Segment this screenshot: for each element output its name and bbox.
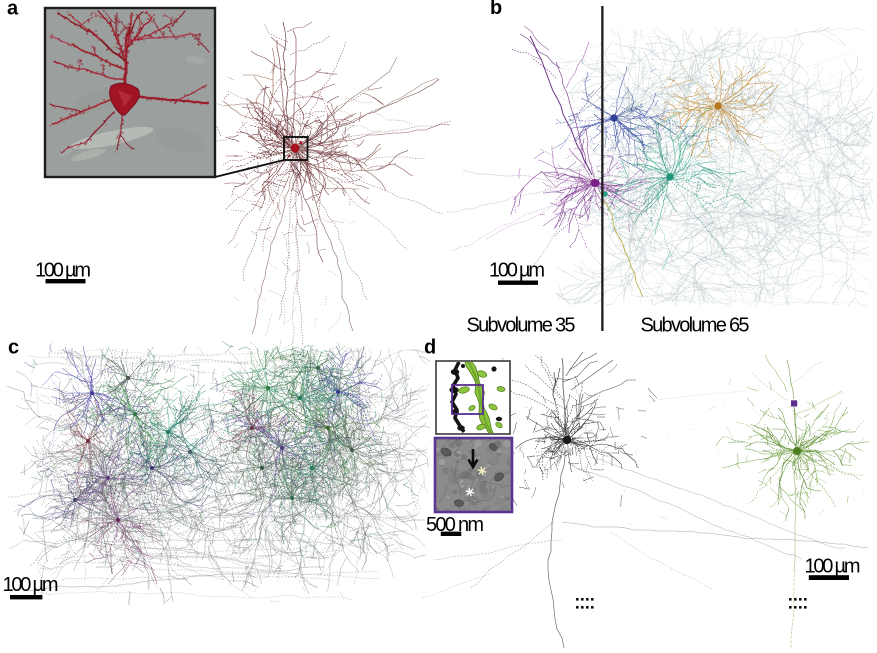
svg-text:d: d: [424, 337, 436, 359]
svg-text:100 µm: 100 µm: [489, 260, 545, 282]
svg-text:Subvolume 35: Subvolume 35: [467, 314, 576, 336]
svg-text:Subvolume 65: Subvolume 65: [641, 314, 750, 336]
svg-text:100 µm: 100 µm: [3, 574, 59, 596]
svg-text:100 µm: 100 µm: [35, 260, 91, 282]
svg-text:c: c: [8, 336, 19, 358]
svg-text:a: a: [7, 0, 19, 20]
svg-text:100 µm: 100 µm: [805, 556, 861, 578]
svg-text:b: b: [490, 0, 502, 19]
svg-text:500 nm: 500 nm: [426, 514, 484, 536]
